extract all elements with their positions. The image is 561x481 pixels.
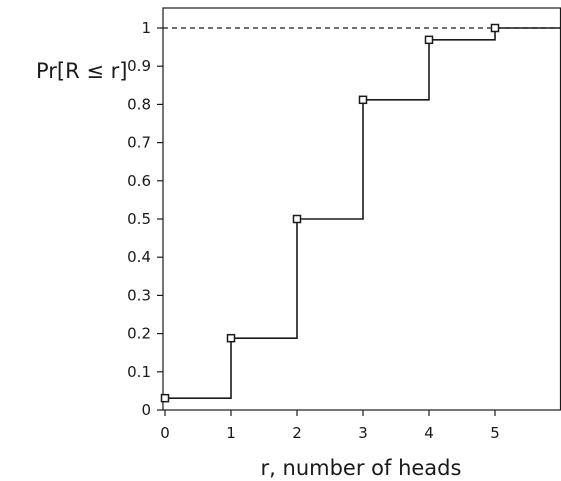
step-line [165, 27, 561, 399]
data-point-marker [358, 95, 368, 105]
y-tick-label: 0.6 [127, 172, 151, 190]
data-point-marker [160, 393, 170, 403]
y-tick-label: 0.4 [127, 248, 151, 266]
x-tick-label: 5 [490, 424, 500, 442]
x-tick-label: 3 [358, 424, 368, 442]
x-tick-label: 0 [160, 424, 170, 442]
y-tick-label: 0.8 [127, 95, 151, 113]
y-tick-label: 0 [141, 401, 151, 419]
y-tick-label: 0.3 [127, 286, 151, 304]
y-tick-label: 0.5 [127, 210, 151, 228]
series-step-line [165, 27, 561, 399]
x-tick-label: 1 [226, 424, 236, 442]
y-axis-title: Pr[R ≤ r] [36, 59, 128, 83]
series-markers [160, 23, 500, 403]
data-point-marker [226, 333, 236, 343]
plot-frame [162, 7, 561, 411]
data-point-marker [490, 23, 500, 33]
axes [157, 7, 561, 416]
y-tick-label: 1 [141, 19, 151, 37]
tick-labels: 0 0.1 0.2 0.3 0.4 0.5 0.6 0.7 0.8 0.9 1 0 1 2 3 4 5 [127, 19, 500, 442]
y-tick-label: 0.9 [127, 57, 151, 75]
data-point-marker [424, 35, 434, 45]
x-axis-title: r, number of heads [261, 456, 462, 480]
data-point-marker [292, 214, 302, 224]
y-tick-label: 0.1 [127, 363, 151, 381]
y-tick-label: 0.2 [127, 325, 151, 343]
x-tick-label: 4 [424, 424, 434, 442]
y-tick-label: 0.7 [127, 134, 151, 152]
x-tick-label: 2 [292, 424, 302, 442]
